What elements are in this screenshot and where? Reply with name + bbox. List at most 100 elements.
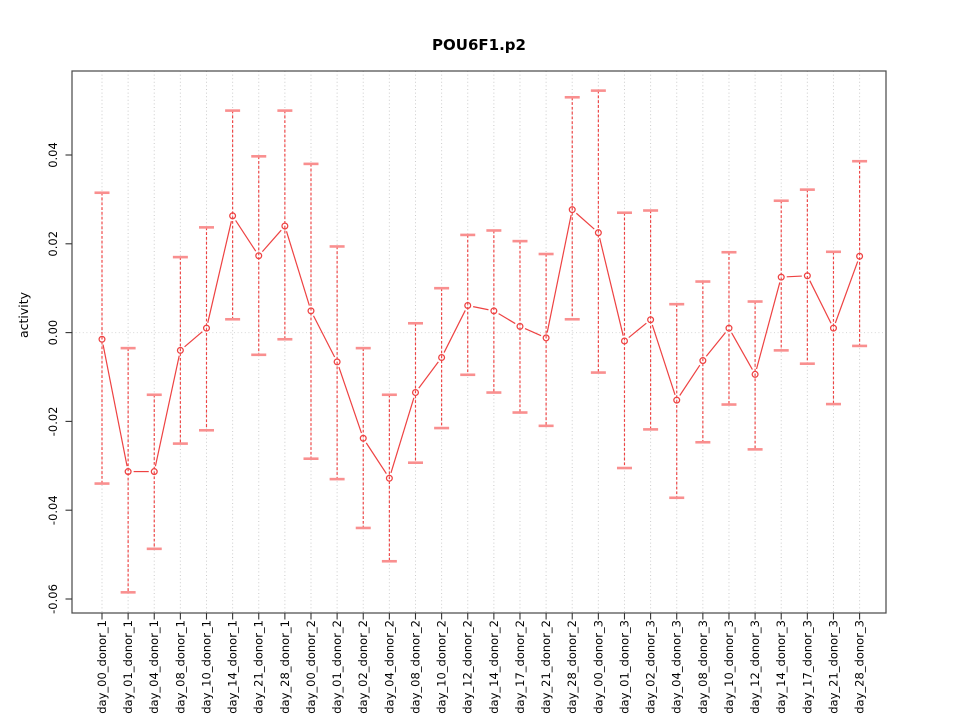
x-tick-label: day_10_donor_1 [199,620,213,714]
x-tick-label: day_12_donor_2 [461,620,475,714]
data-point-marker [202,324,211,332]
x-tick-label: day_10_donor_3 [722,620,736,714]
x-tick-label: day_04_donor_3 [670,620,684,714]
series-segment [628,322,647,339]
x-tick-label: day_21_donor_1 [252,620,266,714]
data-point-marker [124,468,132,476]
x-tick-label: day_00_donor_2 [304,620,318,714]
series-segment [809,280,832,324]
x-tick-label: day_12_donor_3 [748,620,762,714]
x-tick-label: day_28_donor_1 [278,620,292,714]
series-segment [651,324,676,396]
data-point-marker [594,229,602,237]
x-tick-label: day_02_donor_2 [356,620,370,714]
x-tick-label: day_28_donor_3 [853,620,867,714]
data-point-marker [568,206,576,214]
data-point-marker [490,307,498,315]
x-tick-label: day_17_donor_3 [800,620,814,714]
x-tick-label: day_08_donor_2 [408,620,422,714]
data-point-marker [464,301,472,310]
x-tick-label: day_14_donor_1 [226,620,240,714]
data-point-marker [307,307,315,315]
x-tick-label: day_17_donor_2 [513,620,527,714]
data-point-marker [411,389,420,397]
data-point-marker [438,353,446,361]
y-tick-label: 0.02 [46,231,60,257]
data-point-marker [803,272,811,280]
data-point-marker [673,396,681,404]
series-segment [235,220,257,252]
x-tick-label: day_21_donor_3 [826,620,840,714]
x-tick-label: day_28_donor_2 [565,620,579,714]
series-segment [285,231,310,306]
data-point-marker [542,334,550,342]
series-segment [338,366,363,434]
y-tick-label: -0.06 [46,584,60,614]
series-segment [365,442,387,474]
x-tick-label: day_01_donor_3 [617,620,631,714]
x-tick-label: day_02_donor_3 [644,620,658,714]
series-segment [524,328,542,337]
data-point-marker [647,316,655,324]
series-segment [599,237,624,336]
axes-layer: 0.04 0.02 0.00 -0.02 -0.04 -0.06 day_00_donor_… [46,70,887,714]
data-layer [94,89,868,594]
data-point-marker [98,335,106,343]
x-tick-label: day_01_donor_2 [330,620,344,714]
series-segment [102,344,128,467]
data-point-marker [229,212,237,220]
series-segment [546,214,572,333]
x-tick-label: day_00_donor_1 [95,620,109,714]
y-tick-label: 0.00 [46,320,60,346]
plot-box [71,70,887,614]
data-point-marker [281,222,289,230]
x-tick-label: day_14_donor_2 [487,620,501,714]
data-point-marker [620,337,629,345]
series-segment [731,332,753,370]
series-segment [498,313,516,325]
data-point-marker [333,358,341,366]
x-tick-label: day_21_donor_2 [539,620,553,714]
series-segment [679,364,701,396]
series-segment [755,282,781,370]
x-tick-label: day_14_donor_3 [774,620,788,714]
series-segment [184,331,203,348]
series-segment [261,229,282,253]
series-segment [207,221,232,323]
data-point-marker [150,468,158,476]
data-point-marker [176,346,184,354]
y-tick-label: -0.04 [46,495,60,525]
series-segment [390,397,415,474]
data-point-marker [516,322,524,330]
series-segment [443,310,466,353]
y-tick-label: -0.02 [46,407,60,437]
x-tick-label: day_01_donor_1 [121,620,135,714]
series-segment [418,361,439,389]
series-segment [154,355,180,467]
data-point-marker [385,474,393,482]
data-point-marker [359,434,367,442]
y-tick-label: 0.04 [46,142,60,168]
series-segment [473,306,489,311]
series-segment [312,315,336,358]
x-tick-label: day_08_donor_3 [696,620,710,714]
y-axis-label: activity [16,291,31,338]
chart-title: POU6F1.p2 [432,36,526,54]
data-point-marker [856,252,864,260]
series-segment [786,275,802,278]
data-point-marker [829,324,837,332]
data-point-marker [777,273,785,281]
data-point-marker [725,324,733,332]
data-point-marker [699,357,707,365]
x-tick-label: day_10_donor_2 [435,620,449,714]
series-segment [705,332,726,357]
series-segment [834,261,859,324]
x-tick-label: day_04_donor_1 [147,620,161,714]
x-tick-label: day_04_donor_2 [382,620,396,714]
x-tick-label: day_00_donor_3 [591,620,605,714]
data-point-marker [751,370,759,378]
x-tick-label: day_08_donor_1 [173,620,187,714]
series-segment [575,212,595,230]
